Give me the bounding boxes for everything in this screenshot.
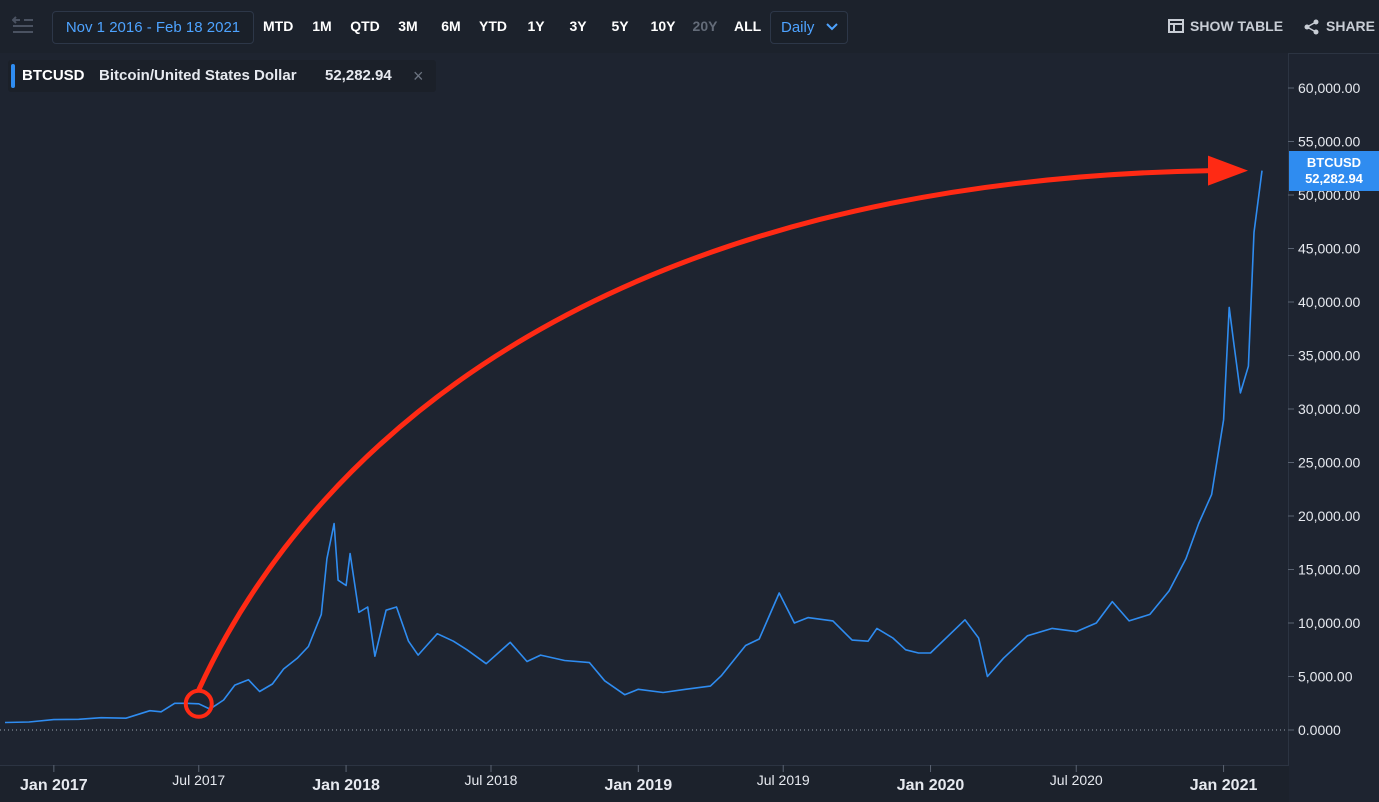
- y-tick-label: 0.0000: [1298, 722, 1341, 738]
- x-tick-label: Jan 2021: [1190, 777, 1258, 794]
- y-tick-label: 40,000.00: [1298, 294, 1360, 310]
- chevron-down-icon: [826, 23, 838, 31]
- y-tick-label: 10,000.00: [1298, 615, 1360, 631]
- growth-arrow-head: [1208, 155, 1248, 186]
- show-table-button[interactable]: SHOW TABLE: [1168, 11, 1283, 42]
- share-label: SHARE: [1326, 18, 1376, 34]
- x-tick-label: Jan 2019: [604, 777, 672, 794]
- y-tick-label: 30,000.00: [1298, 401, 1360, 417]
- interval-label: Daily: [781, 19, 815, 36]
- x-tick-label: Jan 2017: [20, 777, 88, 794]
- range-button-3y[interactable]: 3Y: [569, 18, 587, 34]
- y-tick-label: 45,000.00: [1298, 241, 1360, 257]
- y-tick-label: 15,000.00: [1298, 562, 1360, 578]
- price-tag-value: 52,282.94: [1305, 171, 1363, 186]
- y-tick-label: 35,000.00: [1298, 348, 1360, 364]
- show-table-label: SHOW TABLE: [1190, 18, 1284, 34]
- share-icon: [1304, 19, 1319, 35]
- range-button-1y[interactable]: 1Y: [527, 18, 545, 34]
- collapse-left-icon[interactable]: [12, 16, 34, 36]
- last-price-tag: BTCUSD 52,282.94: [1289, 151, 1379, 191]
- range-button-mtd[interactable]: MTD: [263, 18, 294, 34]
- range-button-3m[interactable]: 3M: [398, 18, 418, 34]
- x-tick-label: Jul 2018: [465, 772, 518, 788]
- range-button-20y: 20Y: [692, 18, 718, 34]
- growth-arrow-shaft: [196, 168, 1215, 693]
- chart-toolbar: Nov 1 2016 - Feb 18 2021 MTD 1M QTD 3M 6M YTD…: [0, 0, 1379, 54]
- legend-name: Bitcoin/United States Dollar: [99, 67, 297, 84]
- x-axis-bar: [0, 765, 1289, 802]
- share-button[interactable]: SHARE: [1304, 11, 1376, 42]
- range-button-all[interactable]: ALL: [734, 18, 762, 34]
- legend-value: 52,282.94: [325, 67, 392, 84]
- x-tick-label: Jan 2018: [312, 777, 380, 794]
- y-tick-label: 55,000.00: [1298, 134, 1360, 150]
- plot-area[interactable]: [0, 53, 1289, 765]
- range-button-qtd[interactable]: QTD: [350, 18, 380, 34]
- series-legend: BTCUSD Bitcoin/United States Dollar 52,2…: [8, 60, 436, 92]
- y-tick-label: 50,000.00: [1298, 187, 1360, 203]
- legend-symbol: BTCUSD: [22, 67, 85, 84]
- x-tick-label: Jul 2019: [757, 772, 810, 788]
- y-tick-label: 5,000.00: [1298, 669, 1353, 685]
- x-tick-label: Jul 2020: [1050, 772, 1103, 788]
- interval-select[interactable]: Daily: [770, 11, 848, 44]
- range-button-1m[interactable]: 1M: [312, 18, 332, 34]
- range-button-10y[interactable]: 10Y: [650, 18, 676, 34]
- date-range-picker[interactable]: Nov 1 2016 - Feb 18 2021: [52, 11, 254, 44]
- x-tick-label: Jan 2020: [897, 777, 965, 794]
- range-button-ytd[interactable]: YTD: [479, 18, 507, 34]
- table-icon: [1168, 19, 1184, 33]
- y-tick-label: 25,000.00: [1298, 455, 1360, 471]
- legend-close-icon[interactable]: ×: [413, 66, 424, 86]
- price-tag-symbol: BTCUSD: [1306, 155, 1362, 170]
- range-button-5y[interactable]: 5Y: [611, 18, 629, 34]
- x-tick-label: Jul 2017: [172, 772, 225, 788]
- series-color-swatch: [11, 64, 15, 88]
- series-line-btcusd: [4, 170, 1263, 724]
- y-tick-label: 60,000.00: [1298, 80, 1360, 96]
- y-tick-label: 20,000.00: [1298, 508, 1360, 524]
- range-button-6m[interactable]: 6M: [441, 18, 461, 34]
